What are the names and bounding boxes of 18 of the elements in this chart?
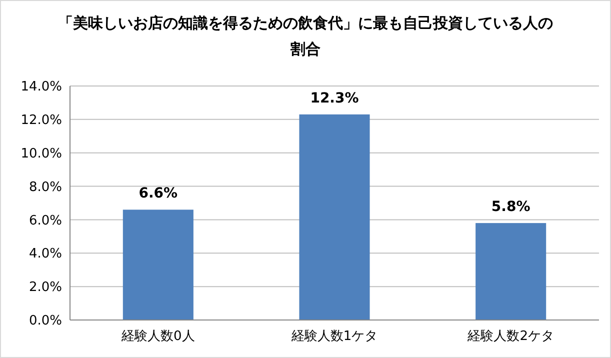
data-label: 6.6% [138,186,178,202]
y-tick-label: 14.0% [20,80,62,95]
x-tick-label: 経験人数2ケタ [466,329,554,344]
y-tick-label: 6.0% [28,213,62,228]
y-tick-label: 4.0% [28,246,62,262]
bar [122,210,194,320]
data-label: 5.8% [491,199,530,216]
y-tick-label: 0.0% [28,314,62,329]
x-tick-label: 経験人数1ケタ [290,329,378,344]
y-tick-label: 12.0% [20,112,62,128]
y-tick-label: 2.0% [28,280,62,296]
y-tick-label: 8.0% [28,180,62,195]
bar [299,114,370,320]
chart-title: 「美味しいお店の知識を得るための飲食代」に最も自己投資している人の割合 [58,14,553,58]
data-label: 12.3% [310,90,359,106]
bar [476,223,546,320]
x-tick-label: 経験人数0人 [120,329,195,344]
y-tick-label: 10.0% [20,146,62,162]
